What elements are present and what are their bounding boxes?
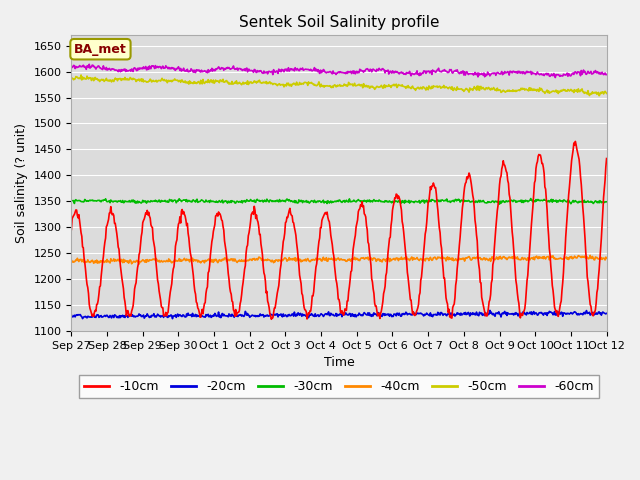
Line: -30cm: -30cm: [72, 199, 607, 204]
-40cm: [554, 256, 562, 262]
-40cm: [436, 255, 444, 261]
-60cm: [209, 68, 216, 74]
-30cm: [185, 198, 193, 204]
-10cm: [208, 239, 216, 244]
-30cm: [527, 196, 534, 202]
Line: -20cm: -20cm: [72, 311, 607, 319]
Y-axis label: Soil salinity (? unit): Soil salinity (? unit): [15, 123, 28, 243]
-30cm: [208, 199, 216, 204]
-50cm: [595, 93, 603, 98]
-10cm: [68, 227, 76, 232]
Title: Sentek Soil Salinity profile: Sentek Soil Salinity profile: [239, 15, 439, 30]
-50cm: [603, 91, 611, 96]
-50cm: [68, 76, 76, 82]
Line: -10cm: -10cm: [72, 142, 607, 319]
-20cm: [169, 316, 177, 322]
-20cm: [186, 312, 193, 318]
-30cm: [555, 198, 563, 204]
-10cm: [554, 313, 562, 319]
Text: BA_met: BA_met: [74, 43, 127, 56]
-60cm: [186, 68, 193, 74]
Legend: -10cm, -20cm, -30cm, -40cm, -50cm, -60cm: -10cm, -20cm, -30cm, -40cm, -50cm, -60cm: [79, 375, 599, 398]
-10cm: [185, 235, 193, 241]
Line: -50cm: -50cm: [72, 75, 607, 96]
-20cm: [68, 312, 76, 318]
-60cm: [85, 61, 93, 67]
-30cm: [383, 198, 390, 204]
-30cm: [435, 199, 443, 204]
-40cm: [209, 259, 216, 264]
-50cm: [209, 80, 216, 85]
-20cm: [209, 313, 216, 319]
-40cm: [383, 257, 391, 263]
-60cm: [332, 70, 339, 76]
-30cm: [331, 199, 339, 204]
-60cm: [603, 72, 611, 77]
-10cm: [436, 230, 444, 236]
-40cm: [186, 259, 193, 264]
Line: -40cm: -40cm: [72, 255, 607, 264]
-40cm: [603, 255, 611, 261]
-40cm: [68, 257, 76, 263]
-10cm: [603, 156, 611, 161]
-50cm: [383, 84, 391, 89]
-20cm: [332, 313, 339, 319]
-30cm: [68, 198, 76, 204]
-60cm: [552, 75, 559, 81]
Line: -60cm: -60cm: [72, 64, 607, 78]
-30cm: [496, 201, 504, 207]
-50cm: [332, 82, 339, 88]
-60cm: [68, 63, 76, 69]
-50cm: [77, 72, 85, 78]
-60cm: [436, 69, 444, 74]
-20cm: [486, 308, 493, 313]
-40cm: [332, 257, 339, 263]
-60cm: [383, 68, 391, 74]
-10cm: [383, 260, 391, 265]
-20cm: [436, 312, 444, 318]
X-axis label: Time: Time: [324, 356, 355, 369]
-20cm: [383, 311, 391, 317]
-10cm: [332, 270, 339, 276]
-50cm: [436, 84, 444, 89]
-20cm: [555, 309, 563, 315]
-10cm: [268, 316, 275, 322]
-40cm: [135, 261, 143, 267]
-50cm: [554, 91, 562, 96]
-10cm: [572, 139, 579, 144]
-30cm: [603, 199, 611, 204]
-40cm: [586, 252, 594, 258]
-60cm: [555, 72, 563, 78]
-20cm: [603, 311, 611, 316]
-50cm: [186, 78, 193, 84]
